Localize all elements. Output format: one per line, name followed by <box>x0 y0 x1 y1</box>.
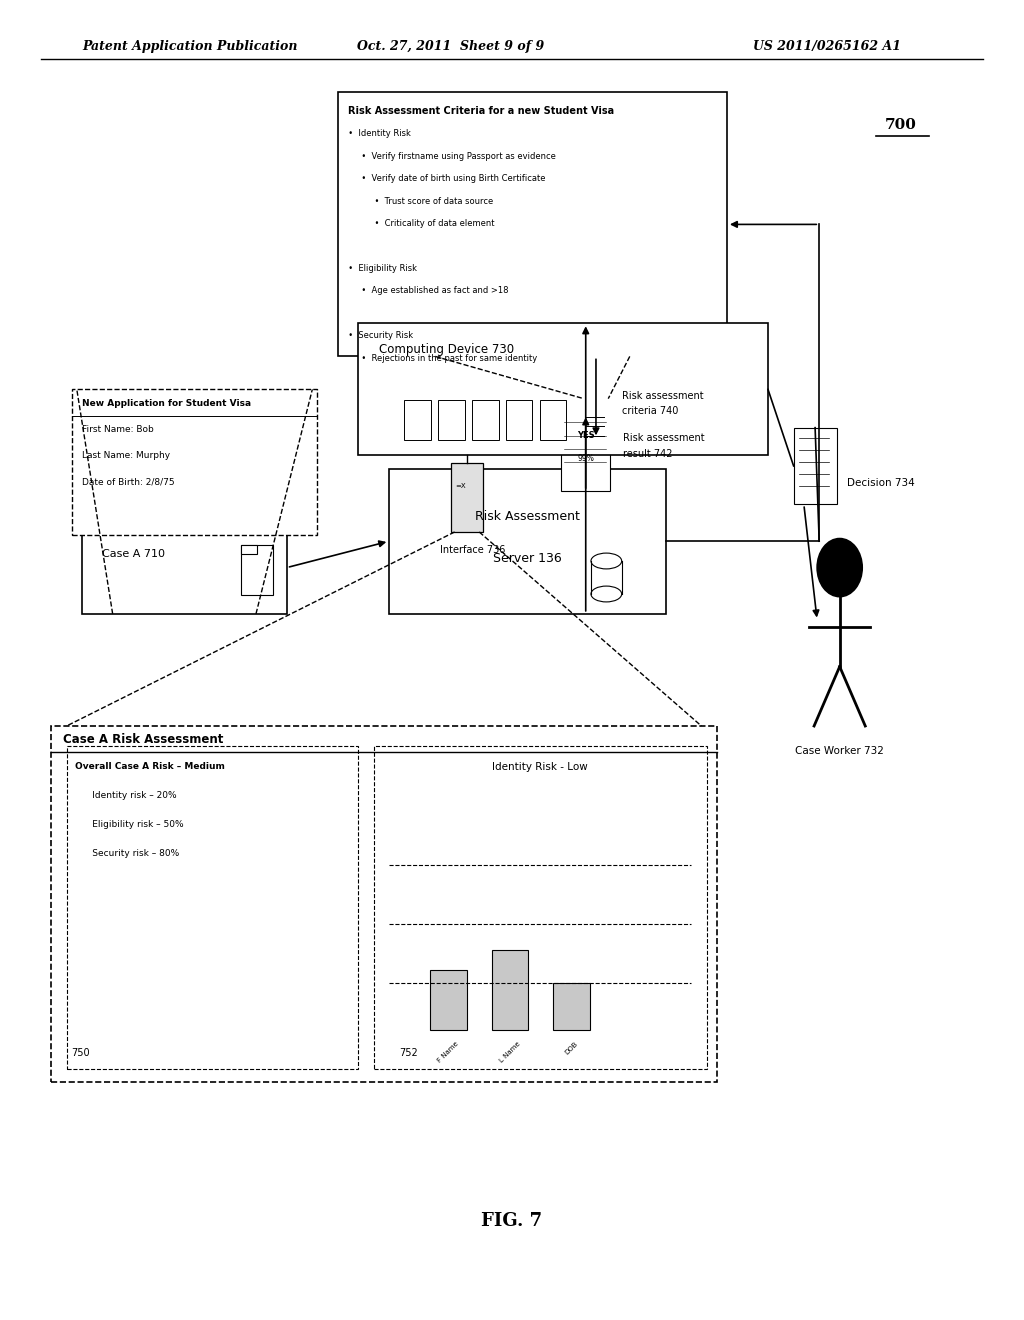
Text: •  Verify date of birth using Birth Certificate: • Verify date of birth using Birth Certi… <box>343 174 546 183</box>
Text: DOB: DOB <box>564 1040 579 1055</box>
Text: Risk assessment: Risk assessment <box>623 433 705 444</box>
Text: Computing Device 730: Computing Device 730 <box>379 343 514 356</box>
Text: Identity Risk - Low: Identity Risk - Low <box>493 762 588 772</box>
Text: Risk Assessment: Risk Assessment <box>475 510 580 523</box>
Text: Interface 736: Interface 736 <box>440 545 506 556</box>
Text: Patent Application Publication: Patent Application Publication <box>82 40 297 53</box>
Text: 700: 700 <box>885 119 918 132</box>
FancyBboxPatch shape <box>389 469 666 614</box>
Text: Date of Birth: 2/8/75: Date of Birth: 2/8/75 <box>82 478 174 487</box>
Text: Identity risk – 20%: Identity risk – 20% <box>75 791 176 800</box>
Text: First Name: Bob: First Name: Bob <box>82 425 154 434</box>
Text: US 2011/0265162 A1: US 2011/0265162 A1 <box>753 40 901 53</box>
Text: •  Age established as fact and >18: • Age established as fact and >18 <box>343 286 509 296</box>
FancyBboxPatch shape <box>794 428 837 504</box>
FancyBboxPatch shape <box>561 414 610 491</box>
Text: F Name: F Name <box>437 1040 460 1064</box>
Circle shape <box>817 539 862 597</box>
FancyBboxPatch shape <box>553 983 590 1030</box>
FancyBboxPatch shape <box>241 545 273 595</box>
Text: Decision 734: Decision 734 <box>847 478 914 488</box>
FancyBboxPatch shape <box>582 399 610 438</box>
Text: YES: YES <box>577 432 595 440</box>
Text: =X: =X <box>456 483 466 488</box>
FancyBboxPatch shape <box>430 970 467 1030</box>
FancyBboxPatch shape <box>492 950 528 1030</box>
FancyBboxPatch shape <box>241 545 257 554</box>
Text: Risk assessment: Risk assessment <box>622 391 703 401</box>
Text: criteria 740: criteria 740 <box>622 405 678 416</box>
FancyBboxPatch shape <box>51 726 717 1082</box>
FancyBboxPatch shape <box>451 463 483 532</box>
FancyBboxPatch shape <box>338 92 727 356</box>
FancyBboxPatch shape <box>506 400 532 440</box>
FancyBboxPatch shape <box>72 389 317 535</box>
Text: result 742: result 742 <box>623 449 672 459</box>
Text: •  Rejections in the past for same identity: • Rejections in the past for same identi… <box>343 354 538 363</box>
Text: Eligibility risk – 50%: Eligibility risk – 50% <box>75 820 183 829</box>
Ellipse shape <box>591 553 622 569</box>
Ellipse shape <box>591 586 622 602</box>
Text: Last Name: Murphy: Last Name: Murphy <box>82 451 170 461</box>
Text: •  Security Risk: • Security Risk <box>343 331 413 341</box>
Text: •  Trust score of data source: • Trust score of data source <box>343 197 494 206</box>
FancyBboxPatch shape <box>472 400 499 440</box>
Text: Case Worker 732: Case Worker 732 <box>796 746 884 756</box>
FancyBboxPatch shape <box>374 746 707 1069</box>
Text: L Name: L Name <box>499 1040 521 1063</box>
FancyBboxPatch shape <box>404 400 431 440</box>
Text: Case A 710: Case A 710 <box>102 549 166 558</box>
FancyBboxPatch shape <box>82 521 287 614</box>
Text: Overall Case A Risk – Medium: Overall Case A Risk – Medium <box>75 762 224 771</box>
FancyBboxPatch shape <box>67 746 358 1069</box>
Text: Risk Assessment Criteria for a new Student Visa: Risk Assessment Criteria for a new Stude… <box>348 106 614 116</box>
Text: Case A Risk Assessment: Case A Risk Assessment <box>63 733 224 746</box>
Text: 750: 750 <box>72 1048 90 1059</box>
Text: 752: 752 <box>399 1048 418 1059</box>
Text: •  Verify firstname using Passport as evidence: • Verify firstname using Passport as evi… <box>343 152 556 161</box>
Text: Oct. 27, 2011  Sheet 9 of 9: Oct. 27, 2011 Sheet 9 of 9 <box>357 40 544 53</box>
Text: •  Eligibility Risk: • Eligibility Risk <box>343 264 417 273</box>
Text: •  Identity Risk: • Identity Risk <box>343 129 411 139</box>
Text: •  Criticality of data element: • Criticality of data element <box>343 219 495 228</box>
Text: FIG. 7: FIG. 7 <box>481 1212 543 1230</box>
Text: New Application for Student Visa: New Application for Student Visa <box>82 399 251 408</box>
Text: Server 136: Server 136 <box>493 552 562 565</box>
FancyBboxPatch shape <box>438 400 465 440</box>
Text: 99%: 99% <box>578 454 594 462</box>
FancyBboxPatch shape <box>540 400 566 440</box>
FancyBboxPatch shape <box>358 323 768 455</box>
Text: Security risk – 80%: Security risk – 80% <box>75 849 179 858</box>
